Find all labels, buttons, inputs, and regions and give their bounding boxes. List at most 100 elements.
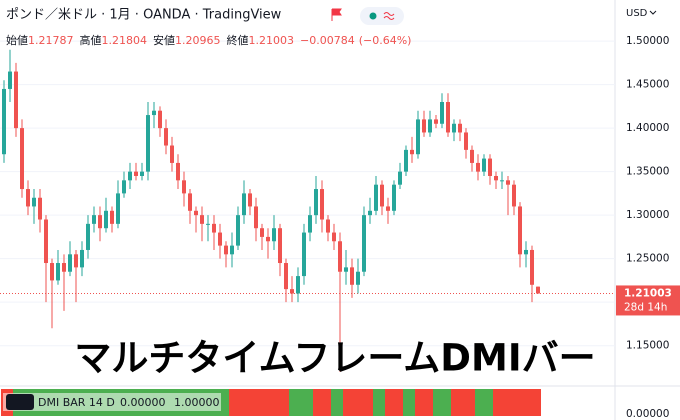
candle-body xyxy=(86,223,90,250)
dmi-bar xyxy=(313,389,319,416)
dmi-bar xyxy=(403,389,409,416)
candle-body xyxy=(488,158,492,176)
dmi-bar xyxy=(397,389,403,416)
candle-body xyxy=(230,245,234,255)
dmi-bar xyxy=(379,389,385,416)
indicator-logo xyxy=(6,394,34,410)
candle-body xyxy=(470,149,474,163)
candle-body xyxy=(236,215,240,246)
dmi-bar xyxy=(481,389,487,416)
candle-body xyxy=(26,189,30,207)
flag-icon xyxy=(331,8,342,21)
candle-body xyxy=(422,119,426,133)
candle-body xyxy=(362,215,366,272)
candle-body xyxy=(392,184,396,211)
candle-body xyxy=(56,263,60,281)
candle-body xyxy=(416,119,420,155)
dmi-bar xyxy=(433,389,439,416)
candles xyxy=(2,49,540,372)
candle-body xyxy=(2,88,6,155)
ohlc-value: 1.20965 xyxy=(175,34,221,47)
candle-body xyxy=(398,171,402,185)
dmi-bar xyxy=(469,389,475,416)
candle-body xyxy=(248,193,252,207)
candle-body xyxy=(68,254,72,272)
ohlc-value: 1.21787 xyxy=(28,34,74,47)
candle-body xyxy=(200,215,204,224)
candle-body xyxy=(278,228,282,264)
candle-body xyxy=(350,267,354,285)
candle-body xyxy=(410,149,414,155)
dmi-bar xyxy=(529,389,535,416)
y-tick-label: 1.25000 xyxy=(626,253,669,265)
dmi-value: 0.00000 xyxy=(120,396,166,409)
candle-body xyxy=(62,263,66,272)
change: −0.00784 xyxy=(300,34,355,47)
dmi-bar xyxy=(487,389,493,416)
dmi-bar xyxy=(367,389,373,416)
candle-body xyxy=(512,184,516,207)
overlay: ポンド／米ドル · 1月 · OANDA · TradingView USD 始… xyxy=(6,7,657,380)
candle-body xyxy=(536,286,540,294)
dmi-bar xyxy=(271,389,277,416)
dmi-bar xyxy=(247,389,253,416)
candle-body xyxy=(110,210,114,224)
candle-body xyxy=(134,171,138,176)
candle-body xyxy=(524,249,528,255)
candle-body xyxy=(104,210,108,229)
dmi-bar xyxy=(427,389,433,416)
overlay-text: マルチタイムフレームDMIバー xyxy=(74,337,595,380)
y-tick-label: 1.40000 xyxy=(626,122,669,134)
ohlc-label: 終値 xyxy=(227,33,249,47)
dmi-bar xyxy=(223,389,229,416)
dmi-bar xyxy=(457,389,463,416)
dmi-label: DMI BAR 14 D xyxy=(38,396,115,409)
dmi-bar xyxy=(517,389,523,416)
candle-body xyxy=(266,236,270,242)
candle-body xyxy=(176,162,180,181)
dmi-bar xyxy=(373,389,379,416)
candle-body xyxy=(188,193,192,211)
dmi-bar xyxy=(499,389,505,416)
candle-body xyxy=(8,71,12,89)
change-pct: (−0.64%) xyxy=(359,34,412,47)
dmi-bar xyxy=(415,389,421,416)
dmi-value: 1.00000 xyxy=(174,396,220,409)
dmi-bar xyxy=(361,389,367,416)
dropdown-icon[interactable] xyxy=(649,10,657,15)
dmi-bar xyxy=(505,389,511,416)
candle-body xyxy=(326,219,330,233)
candle-body xyxy=(530,249,534,285)
candle-body xyxy=(440,102,444,124)
ohlc-label: 安値 xyxy=(153,33,175,47)
candle-body xyxy=(374,184,378,211)
y-tick-label: 1.30000 xyxy=(626,209,669,221)
ohlc-value: 1.21003 xyxy=(249,34,295,47)
candle-body xyxy=(308,215,312,233)
candle-body xyxy=(146,115,150,172)
dmi-bar xyxy=(385,389,391,416)
dmi-bar xyxy=(325,389,331,416)
dmi-pane: DMI BAR 14 D 0.00000 1.00000 xyxy=(1,389,541,416)
candle-body xyxy=(290,289,294,294)
dmi-bar xyxy=(421,389,427,416)
candle-body xyxy=(194,210,198,216)
status-pill[interactable] xyxy=(360,7,404,25)
candle-body xyxy=(224,245,228,255)
candle-body xyxy=(32,197,36,207)
candle-body xyxy=(116,193,120,224)
ohlc-label: 始値 xyxy=(6,33,28,47)
dmi-bar xyxy=(463,389,469,416)
dmi-bar xyxy=(511,389,517,416)
dmi-bar xyxy=(331,389,337,416)
dmi-bar xyxy=(265,389,271,416)
dmi-bar xyxy=(355,389,361,416)
dmi-bar xyxy=(337,389,343,416)
candle-body xyxy=(356,271,360,285)
candle-body xyxy=(92,215,96,224)
ohlc-legend: 始値1.21787 高値1.21804 安値1.20965 終値1.21003 −0.0… xyxy=(6,33,411,47)
dmi-bar xyxy=(277,389,283,416)
dmi-bar xyxy=(475,389,481,416)
approx-icon xyxy=(383,12,395,20)
currency: USD xyxy=(626,8,648,19)
